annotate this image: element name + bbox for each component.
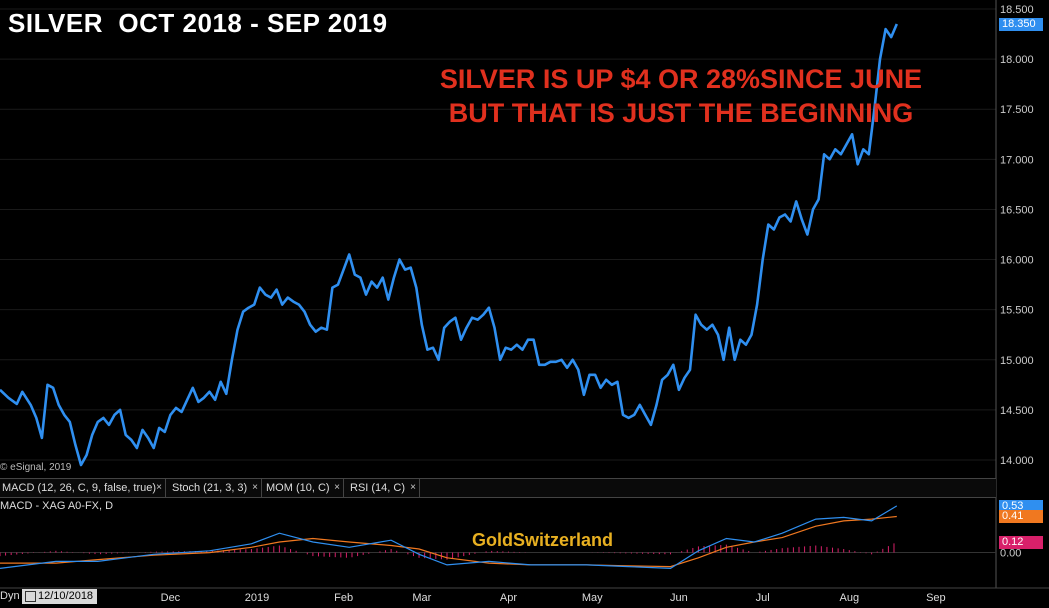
close-icon[interactable]: × bbox=[334, 482, 340, 493]
y-tick-label: 18.000 bbox=[1000, 54, 1034, 66]
copyright-text: © eSignal, 2019 bbox=[0, 462, 72, 473]
y-tick-label: 16.500 bbox=[1000, 204, 1034, 216]
tab-stoch-label: Stoch (21, 3, 3) bbox=[172, 482, 248, 494]
x-tick-label: Sep bbox=[926, 592, 946, 604]
y-tick-label: 17.000 bbox=[1000, 154, 1034, 166]
macd-value-badge: 0.53 bbox=[999, 499, 1043, 513]
annotation-line-1: SILVER IS UP $4 OR 28%SINCE JUNE bbox=[439, 64, 923, 94]
y-tick-label: 15.500 bbox=[1000, 305, 1034, 317]
histogram-value-badge: 0.12 bbox=[999, 536, 1043, 549]
x-tick-label: Mar bbox=[412, 592, 431, 604]
x-tick-label: Jul bbox=[756, 592, 770, 604]
date-value: 12/10/2018 bbox=[38, 590, 94, 602]
macd-tick-label: 0.00 bbox=[1000, 548, 1021, 560]
x-tick-label: Dec bbox=[161, 592, 181, 604]
y-tick-label: 14.500 bbox=[1000, 405, 1034, 417]
indicator-tab-bar: MACD (12, 26, C, 9, false, true) × Stoch… bbox=[0, 478, 996, 498]
dyn-label[interactable]: Dyn bbox=[0, 590, 20, 602]
y-tick-label: 15.000 bbox=[1000, 355, 1034, 367]
tab-macd-label: MACD (12, 26, C, 9, false, true) bbox=[2, 482, 157, 494]
x-tick-label: Aug bbox=[839, 592, 859, 604]
silver-price-line bbox=[0, 23, 898, 467]
x-tick-label: Feb bbox=[334, 592, 353, 604]
tab-mom[interactable]: MOM (10, C) × bbox=[264, 479, 344, 497]
annotation-line-2: BUT THAT IS JUST THE BEGINNING bbox=[448, 98, 914, 128]
tab-rsi-label: RSI (14, C) bbox=[350, 482, 406, 494]
x-tick-label: 2019 bbox=[245, 592, 269, 604]
tab-macd[interactable]: MACD (12, 26, C, 9, false, true) × bbox=[0, 479, 166, 497]
macd-line bbox=[0, 505, 898, 570]
macd-series-label: MACD - XAG A0-FX, D bbox=[0, 500, 114, 512]
tab-stoch[interactable]: Stoch (21, 3, 3) × bbox=[170, 479, 262, 497]
close-icon[interactable]: × bbox=[410, 482, 416, 493]
y-tick-label: 16.000 bbox=[1000, 255, 1034, 267]
tab-rsi[interactable]: RSI (14, C) × bbox=[348, 479, 420, 497]
price-axis: 14.000 14.500 15.000 15.500 16.000 16.500 17.0… bbox=[995, 0, 1034, 588]
y-tick-label: 18.500 bbox=[1000, 4, 1034, 16]
x-tick-label: Apr bbox=[500, 592, 517, 604]
calendar-icon[interactable] bbox=[25, 591, 36, 602]
y-tick-label: 14.000 bbox=[1000, 455, 1034, 467]
chart-title: SILVER OCT 2018 - SEP 2019 bbox=[8, 8, 388, 38]
time-axis: Dec 2019 Feb Mar Apr May Jun Jul Aug Sep bbox=[0, 587, 1049, 604]
signal-value-badge: 0.41 bbox=[999, 510, 1043, 524]
close-icon[interactable]: × bbox=[252, 482, 258, 493]
y-tick-label: 17.500 bbox=[1000, 104, 1034, 116]
macd-axis: 0.00 bbox=[1000, 548, 1021, 560]
tab-mom-label: MOM (10, C) bbox=[266, 482, 330, 494]
x-tick-label: May bbox=[582, 592, 603, 604]
signal-line bbox=[0, 515, 897, 568]
macd-layer bbox=[0, 505, 996, 570]
main-gridlines bbox=[0, 8, 996, 461]
close-icon[interactable]: × bbox=[156, 482, 162, 493]
watermark: GoldSwitzerland bbox=[472, 530, 614, 550]
x-tick-label: Jun bbox=[670, 592, 688, 604]
price-line-layer bbox=[0, 23, 898, 467]
date-field[interactable]: 12/10/2018 bbox=[22, 589, 97, 604]
last-price-badge: 18.350 bbox=[999, 18, 1043, 32]
